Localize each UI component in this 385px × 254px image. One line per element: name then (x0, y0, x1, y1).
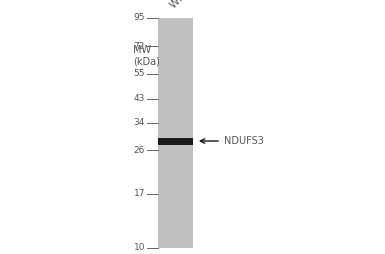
Text: Whole zebrafish: Whole zebrafish (168, 0, 234, 10)
Text: 10: 10 (134, 244, 145, 252)
Text: NDUFS3: NDUFS3 (224, 136, 264, 146)
Bar (158, 18, 193, 248)
Text: 55: 55 (134, 69, 145, 78)
Text: 72: 72 (134, 42, 145, 51)
Text: 43: 43 (134, 94, 145, 103)
Text: MW
(kDa): MW (kDa) (133, 45, 160, 67)
Text: 34: 34 (134, 118, 145, 128)
Text: 95: 95 (134, 13, 145, 23)
Bar (158, 137, 193, 145)
Text: 17: 17 (134, 189, 145, 198)
Text: 26: 26 (134, 146, 145, 155)
